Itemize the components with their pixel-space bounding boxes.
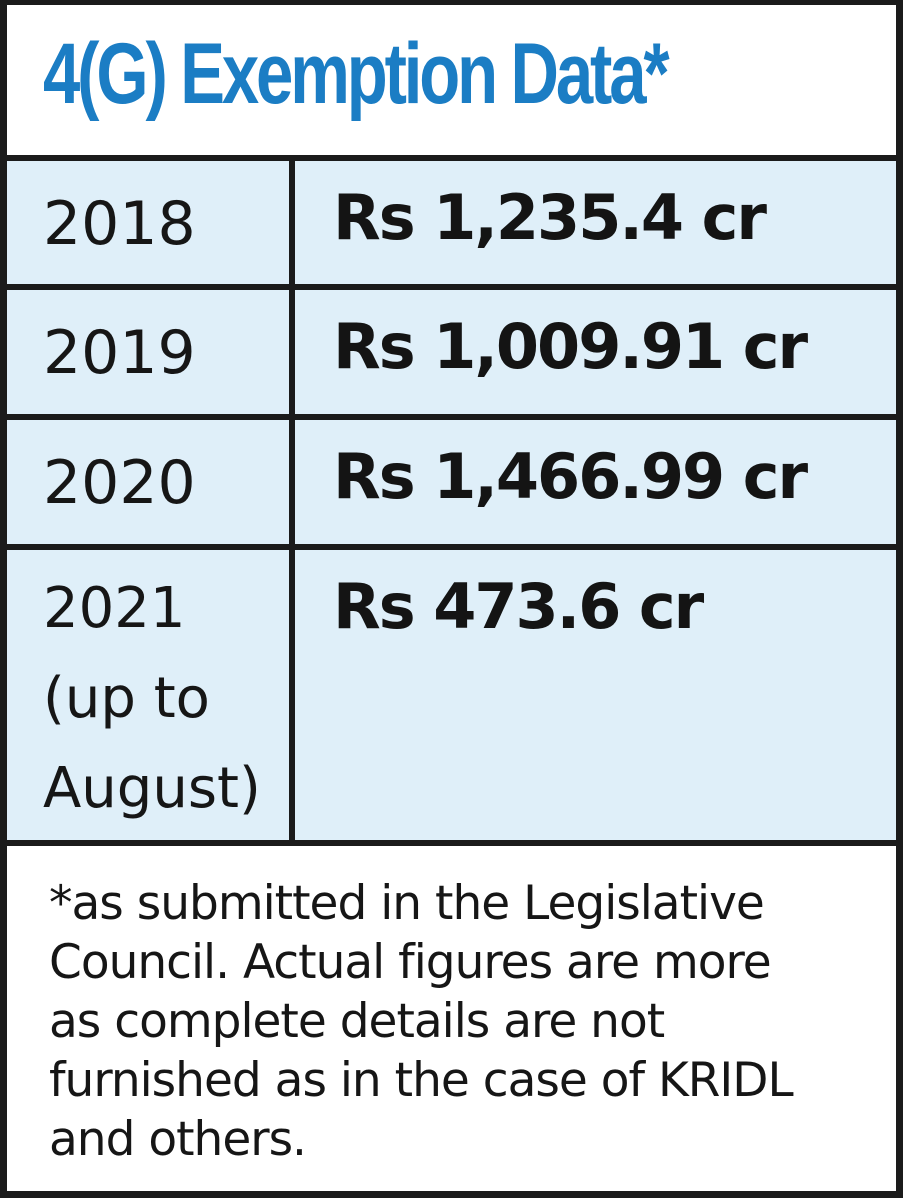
table-row: 2021 (up to August) Rs 473.6 cr xyxy=(7,544,896,840)
year-label: 2019 xyxy=(43,318,196,388)
value-cell: Rs 1,466.99 cr xyxy=(333,440,808,513)
value-cell: Rs 473.6 cr xyxy=(333,570,704,643)
year-label: 2018 xyxy=(43,189,196,259)
footnote-line: as complete details are not xyxy=(49,994,665,1049)
table-row: 2020 Rs 1,466.99 cr xyxy=(7,414,896,544)
footnote-line: Council. Actual figures are more xyxy=(49,935,772,990)
value-cell: Rs 1,235.4 cr xyxy=(333,181,767,254)
year-label: 2021 xyxy=(43,576,186,641)
year-cell: 2018 xyxy=(7,161,295,284)
footnote-line: furnished as in the case of KRIDL xyxy=(49,1053,794,1108)
year-cell: 2019 xyxy=(7,290,295,414)
footnote-line: *as submitted in the Legislative xyxy=(49,876,765,931)
year-cell: 2020 xyxy=(7,420,295,544)
table-row: 2018 Rs 1,235.4 cr xyxy=(7,155,896,284)
year-label: 2020 xyxy=(43,448,196,518)
value-cell: Rs 1,009.91 cr xyxy=(333,310,808,383)
footnote: *as submitted in the Legislative Council… xyxy=(7,840,896,1191)
year-note: (up to xyxy=(43,666,210,731)
year-note: August) xyxy=(43,756,261,821)
table-title: 4(G) Exemption Data* xyxy=(43,26,670,122)
table-row: 2019 Rs 1,009.91 cr xyxy=(7,284,896,414)
footnote-line: and others. xyxy=(49,1112,307,1167)
year-cell: 2021 (up to August) xyxy=(7,550,295,840)
